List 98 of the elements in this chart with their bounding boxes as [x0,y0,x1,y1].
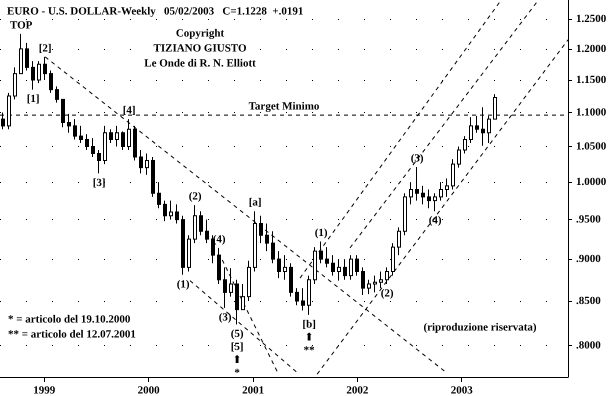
candlestick [121,130,125,150]
annotation: [4] [122,104,136,117]
y-tick-label: 1.0000 [576,176,607,188]
x-tick-label: 2003 [450,384,474,396]
candlestick [247,260,251,302]
candlestick [325,246,329,268]
y-tick-label: .9000 [576,253,602,266]
candlestick [343,258,347,280]
candlestick [97,149,101,174]
annotation: [2] [38,42,52,54]
candlestick [385,266,389,284]
candlestick [409,182,413,205]
candlestick [175,204,179,224]
candlestick [319,241,323,264]
candlestick [301,288,305,311]
x-tick-label: 2002 [346,384,369,396]
candlestick [49,70,53,94]
candlestick [259,215,263,244]
y-tick-label: .8000 [576,339,602,352]
annotation: [a] [248,196,262,209]
candlestick [265,223,269,252]
y-tick-label: 1.1000 [576,106,607,118]
annotation: TOP [10,19,33,32]
candlestick [211,234,215,264]
annotation: (4) [428,214,442,227]
candlestick [367,279,371,295]
candlestick [91,138,95,158]
text: EURO - U.S. DOLLAR-Weekly 05/02/2003 C=1.1228 +.0191 [7,6,304,18]
candlestick [349,254,353,280]
candlestick [427,188,431,209]
candlestick [415,166,419,202]
annotation: (5) [5] ⬆ * [230,328,244,380]
candlestick [169,200,173,220]
annotation: Copyright TIZIANO GIUSTO Le Onde di R. N. Elliott [144,28,256,70]
x-tick-label: 2001 [242,384,264,396]
annotation: (1) [314,227,328,240]
y-tick-label: 1.2500 [576,13,607,26]
candlestick [133,125,137,162]
candlestick [79,125,83,144]
annotation: (2) [380,287,394,300]
y-tick-label: 1.2000 [576,42,607,55]
candlestick [31,60,35,90]
candlestick [229,268,233,298]
annotation: (3) [410,152,424,164]
annotation: (1) [176,278,190,290]
annotation: * = articolo del 19.10.2000 ** = articolo del 12.07.2001 [8,314,136,340]
candlestick [295,288,299,306]
x-tick-label: 1999 [33,384,56,396]
candlestick [241,283,245,310]
candlestick [361,266,365,296]
annotation: (3) [218,311,232,324]
candlestick [193,204,197,244]
annotation: [b] ⬆ ** [302,318,316,356]
y-tick-label: .8500 [576,294,602,307]
y-tick-label: 1.1500 [576,74,607,86]
candlestick [199,210,203,236]
candlestick [85,134,89,150]
annotation: [3] [92,176,106,189]
candlestick [103,125,107,165]
candlestick [355,254,359,276]
candlestick [397,226,401,256]
candlestick [145,152,149,176]
candlestick [73,118,77,140]
candlestick [277,250,281,279]
candlestick [337,258,341,282]
annotation: [1] [26,93,40,106]
annotation: (2) [188,190,202,203]
candlestick [403,192,407,236]
candlestick [445,178,449,198]
candlestick [139,149,143,174]
candlestick [475,115,479,134]
candlestick [163,200,167,222]
candlestick [451,158,455,190]
candlestick [55,86,59,104]
candlestick [115,125,119,147]
candlestick [433,192,437,212]
candlestick [331,254,335,276]
candlestick [253,210,257,272]
y-tick-label: 1.0500 [576,140,607,152]
candlestick [289,262,293,298]
candlestick [457,146,461,168]
candlestick [13,66,17,100]
candlestick [25,42,29,72]
ref-line-label: Target Minimo [248,100,320,113]
candlestick [379,270,383,289]
candlestick [37,60,41,84]
candlestick [421,185,425,205]
candlestick [271,230,275,264]
annotation: (riproduzione riservata) [423,322,537,334]
candlestick [469,116,473,144]
x-tick-label: 2000 [138,384,160,396]
candlestick [181,215,185,276]
candlestick [109,128,113,144]
y-tick-label: .9500 [576,214,602,226]
candlestick [187,234,191,272]
candlestick [19,33,23,74]
candlestick [127,118,131,150]
candlestick [373,275,377,293]
